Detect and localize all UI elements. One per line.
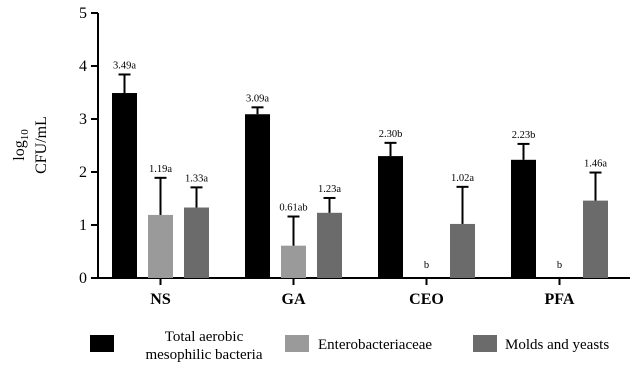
bar bbox=[583, 200, 608, 278]
legend-swatch bbox=[473, 335, 497, 352]
y-axis-unit: CFU/mL bbox=[33, 116, 50, 174]
data-label: b bbox=[424, 260, 429, 271]
data-label: 1.02a bbox=[451, 173, 474, 184]
data-label: 2.23b bbox=[512, 130, 536, 141]
x-category-label: GA bbox=[282, 291, 306, 308]
legend-swatch bbox=[285, 335, 309, 352]
data-label: b bbox=[557, 260, 562, 271]
bar bbox=[511, 159, 536, 278]
legend-swatch bbox=[90, 335, 114, 352]
chart-legend: Total aerobic mesophilic bacteria Enteroba… bbox=[90, 329, 609, 363]
y-tick-label: 5 bbox=[79, 5, 87, 22]
bar bbox=[317, 212, 342, 278]
y-tick-label: 4 bbox=[79, 58, 87, 75]
bar bbox=[184, 207, 209, 278]
legend-label: Molds and yeasts bbox=[505, 337, 609, 353]
x-category-label: PFA bbox=[545, 291, 575, 308]
chart-data-labels: 3.49a 1.19a 1.33a 3.09a 0.61ab 1.23a 2.30b b 1.0… bbox=[113, 60, 607, 271]
data-label: 1.19a bbox=[149, 164, 172, 175]
chart-bars bbox=[112, 73, 608, 278]
data-label: 0.61ab bbox=[279, 203, 307, 214]
bar bbox=[245, 114, 270, 278]
y-axis-label: log10 CFU/mL bbox=[11, 116, 50, 174]
legend-label: Enterobacteriaceae bbox=[318, 337, 432, 353]
x-category-label: NS bbox=[150, 291, 171, 308]
x-category-label: CEO bbox=[409, 291, 444, 308]
data-label: 2.30b bbox=[379, 129, 403, 140]
bar bbox=[112, 93, 137, 278]
y-axis-title: log10 bbox=[11, 129, 31, 161]
data-label: 1.46a bbox=[584, 159, 607, 170]
y-tick-label: 3 bbox=[79, 111, 87, 128]
bar bbox=[378, 156, 403, 278]
legend-label: Total aerobic bbox=[165, 329, 244, 345]
y-tick-label: 0 bbox=[79, 270, 87, 287]
bar bbox=[450, 223, 475, 278]
data-label: 3.09a bbox=[246, 93, 269, 104]
data-label: 1.33a bbox=[185, 173, 208, 184]
data-label: 1.23a bbox=[318, 184, 341, 195]
y-tick-label: 2 bbox=[79, 164, 87, 181]
legend-label: mesophilic bacteria bbox=[145, 347, 262, 363]
bar bbox=[148, 214, 173, 278]
bar bbox=[281, 245, 306, 278]
data-label: 3.49a bbox=[113, 60, 136, 71]
y-tick-label: 1 bbox=[79, 217, 87, 234]
